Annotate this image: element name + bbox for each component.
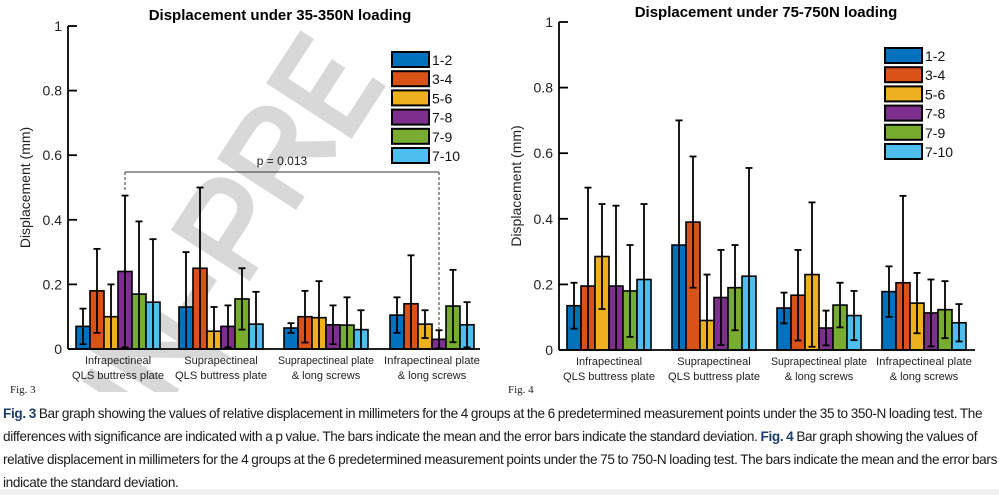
legend-label: 7-8 xyxy=(432,110,452,126)
legend-swatch-7-10 xyxy=(884,143,923,160)
legend-label: 7-10 xyxy=(925,144,953,160)
legend-swatch-7-8 xyxy=(884,104,923,122)
legend-swatch-3-4 xyxy=(884,66,923,84)
x-tick-label: & long screws xyxy=(785,371,854,383)
y-tick-label: 1 xyxy=(545,14,553,30)
y-axis-label: Displacement (mm) xyxy=(508,125,524,246)
x-tick-label: & long screws xyxy=(398,370,467,382)
y-tick-label: 0.8 xyxy=(43,83,63,99)
y-tick-label: 0.8 xyxy=(534,80,554,96)
caption-fig3-text: Bar graph showing the values of relative… xyxy=(3,406,983,444)
legend-label: 7-9 xyxy=(432,129,452,145)
chart-1: Displacement under 35-350N loading Displa… xyxy=(17,7,480,382)
y-tick-label: 0.2 xyxy=(534,276,554,292)
x-tick-label: Infrapectineal xyxy=(576,356,642,368)
legend-label: 7-10 xyxy=(432,148,460,164)
watermark-glyph xyxy=(217,105,336,210)
x-tick-label: & long screws xyxy=(890,371,959,383)
x-tick-label: Infrapectineal xyxy=(85,355,151,367)
chart-title: Displacement under 35-350N loading xyxy=(149,7,412,24)
y-tick-label: 0 xyxy=(545,342,553,358)
y-tick-label: 0.6 xyxy=(43,147,63,163)
x-tick-label: QLS buttress plate xyxy=(72,370,164,382)
legend-swatch-7-9 xyxy=(391,127,430,145)
caption-fig4-label: Fig. 4 xyxy=(760,429,794,444)
y-tick-label: 0.4 xyxy=(43,212,63,228)
y-axis-label: Displacement (mm) xyxy=(17,127,33,248)
figure-caption: Fig. 3 Bar graph showing the values of r… xyxy=(3,402,998,494)
x-tick-label: QLS buttress plate xyxy=(175,370,267,382)
x-tick-label: Infrapectineal plate xyxy=(384,355,480,367)
x-tick-label: Suprapectineal plate xyxy=(278,355,374,367)
legend-swatch-7-9 xyxy=(884,123,923,141)
legend-swatch-5-6 xyxy=(884,85,923,103)
legend-swatch-5-6 xyxy=(391,89,430,107)
legend-label: 5-6 xyxy=(925,86,945,102)
x-tick-label: Suprapectineal xyxy=(677,356,750,368)
caption-fig3-label: Fig. 3 xyxy=(3,406,36,421)
y-tick-label: 0.4 xyxy=(534,211,554,227)
y-tick-label: 0.2 xyxy=(43,276,63,292)
legend-swatch-7-10 xyxy=(391,147,430,164)
fig3-label: Fig. 3 xyxy=(10,384,36,396)
legend-label: 5-6 xyxy=(432,90,452,106)
legend-swatch-3-4 xyxy=(391,70,430,88)
fig4-label: Fig. 4 xyxy=(508,384,534,396)
caption-fig4-text: Bar graph showing the values of relative… xyxy=(3,429,998,490)
legend-label: 3-4 xyxy=(432,71,452,87)
legend-swatch-1-2 xyxy=(391,51,430,68)
figure-charts: Displacement under 35-350N loading Displa… xyxy=(17,4,975,392)
y-tick-label: 0 xyxy=(54,341,62,357)
chart-title: Displacement under 75-750N loading xyxy=(635,4,898,21)
x-tick-label: QLS buttress plate xyxy=(668,371,760,383)
x-tick-label: Suprapectineal plate xyxy=(771,356,867,368)
p-value-label: p = 0.013 xyxy=(257,154,308,168)
y-tick-label: 0.6 xyxy=(534,145,554,161)
legend-swatch-1-2 xyxy=(884,47,923,64)
watermark-glyph xyxy=(170,177,259,282)
legend-swatch-7-8 xyxy=(391,108,430,126)
x-tick-label: QLS buttress plate xyxy=(563,371,655,383)
legend-label: 7-8 xyxy=(925,106,945,122)
y-tick-label: 1 xyxy=(54,18,62,34)
x-tick-label: Suprapectineal xyxy=(184,355,257,367)
page-bottom-strip xyxy=(0,489,999,495)
watermark-glyph xyxy=(82,367,164,392)
watermark-glyph xyxy=(266,30,387,139)
legend-label: 1-2 xyxy=(432,52,452,68)
chart-2: Displacement under 75-750N loading Displa… xyxy=(508,4,975,383)
legend-label: 3-4 xyxy=(925,67,945,83)
legend-label: 1-2 xyxy=(925,48,945,64)
legend-label: 7-9 xyxy=(925,125,945,141)
x-tick-label: & long screws xyxy=(292,370,361,382)
x-tick-label: Infrapectineal plate xyxy=(876,356,972,368)
